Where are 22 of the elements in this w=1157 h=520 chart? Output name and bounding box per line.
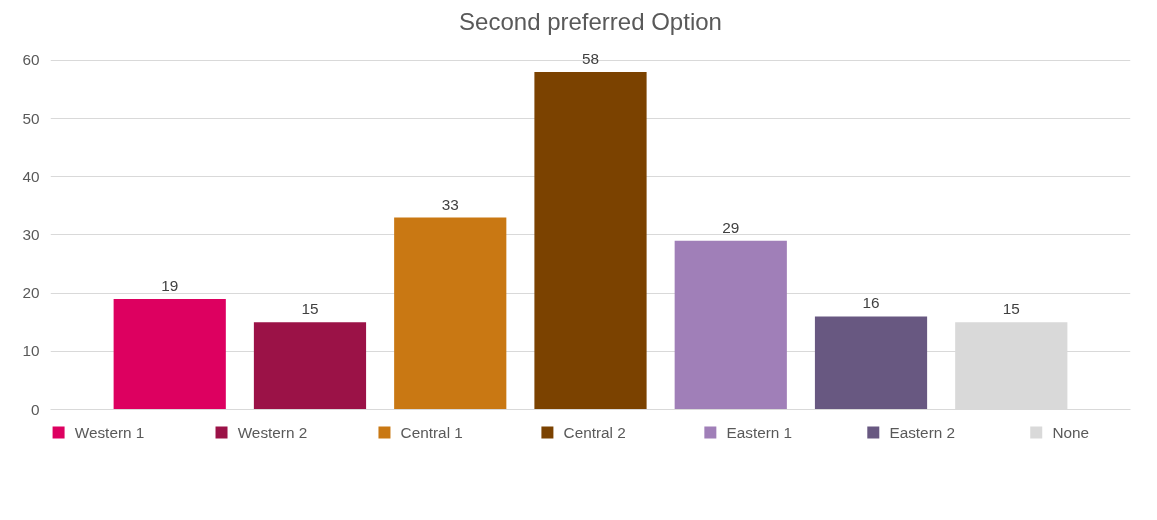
y-tick-label: 60 <box>22 51 40 69</box>
data-label: 15 <box>301 300 319 318</box>
y-tick-label: 10 <box>22 342 40 360</box>
legend-label: Eastern 1 <box>726 424 793 441</box>
legend-label: Central 1 <box>400 424 463 441</box>
legend-label: Central 2 <box>563 424 626 441</box>
y-tick-label: 0 <box>30 400 40 418</box>
y-tick-label: 40 <box>22 167 40 185</box>
data-label: 19 <box>161 276 179 294</box>
y-tick-label: 20 <box>22 284 40 302</box>
legend-label: None <box>1052 424 1090 441</box>
y-tick-label: 50 <box>22 109 40 127</box>
data-label: 33 <box>441 195 459 213</box>
legend-label: Western 2 <box>237 424 308 441</box>
data-label: 58 <box>581 50 600 68</box>
data-label: 16 <box>862 294 880 312</box>
data-label: 15 <box>1002 300 1020 318</box>
y-tick-label: 30 <box>22 225 40 243</box>
data-label: 29 <box>722 218 740 236</box>
chart-title: Second preferred Option <box>459 7 722 35</box>
legend-label: Western 1 <box>74 424 145 441</box>
legend-label: Eastern 2 <box>889 424 956 441</box>
